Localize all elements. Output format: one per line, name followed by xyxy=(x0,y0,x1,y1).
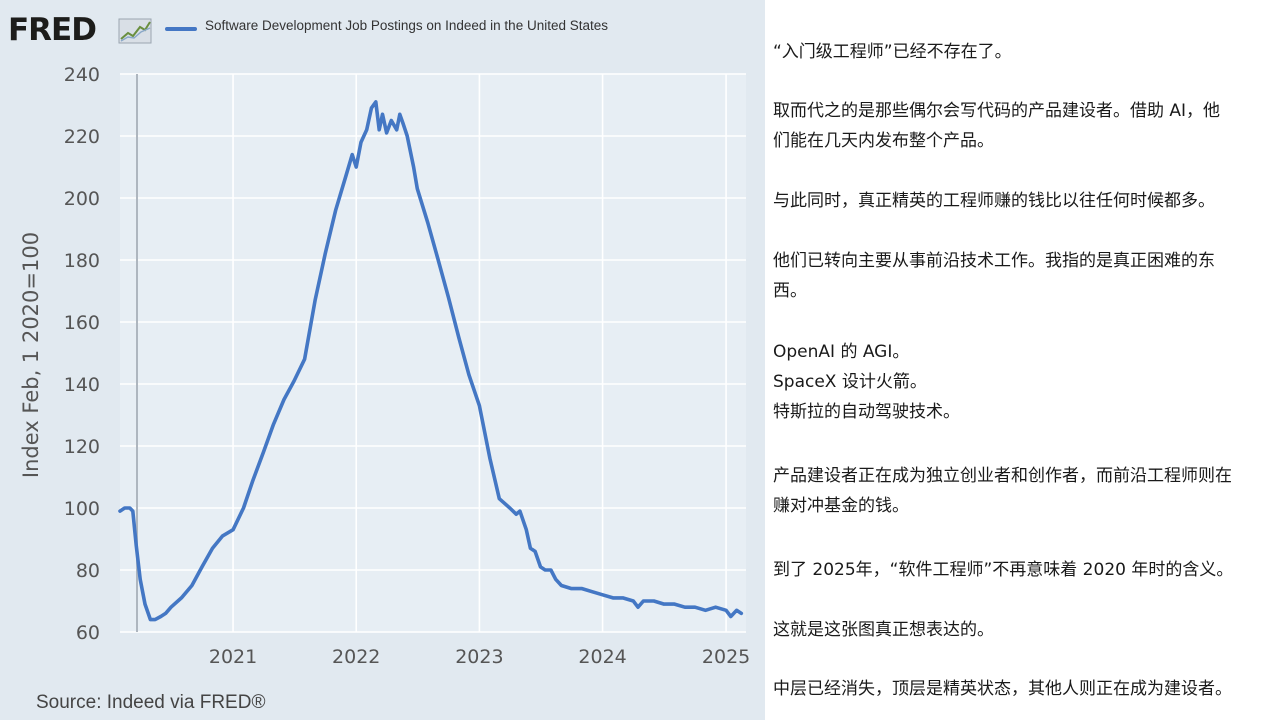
commentary-paragraph: 产品建设者正在成为独立创业者和创作者，而前沿工程师则在 赚对冲基金的钱。 xyxy=(773,461,1273,521)
commentary-paragraph: “入门级工程师”已经不存在了。 xyxy=(773,37,1273,67)
y-tick-label: 140 xyxy=(64,374,100,396)
commentary-line: SpaceX 设计火箭。 xyxy=(773,372,927,392)
commentary-paragraph: 到了 2025年，“软件工程师”不再意味着 2020 年时的含义。 xyxy=(773,555,1273,585)
fred-logo: FRED xyxy=(8,12,97,48)
commentary-paragraph: 与此同时，真正精英的工程师赚的钱比以往任何时候都多。 xyxy=(773,186,1273,216)
x-tick-label: 2022 xyxy=(332,646,380,668)
x-tick-label: 2023 xyxy=(455,646,503,668)
x-tick-label: 2024 xyxy=(578,646,626,668)
commentary-line: 赚对冲基金的钱。 xyxy=(773,496,909,516)
series xyxy=(118,100,744,622)
plot-area xyxy=(120,74,746,632)
y-tick-label: 200 xyxy=(64,188,100,210)
commentary-line: 中层已经消失，顶层是精英状态，其他人则正在成为建设者。 xyxy=(773,679,1232,699)
commentary-panel xyxy=(765,0,1280,720)
source-note: Source: Indeed via FRED® xyxy=(36,692,266,713)
y-tick-label: 120 xyxy=(64,436,100,458)
commentary-line: OpenAI 的 AGI。 xyxy=(773,342,910,362)
commentary-line: 西。 xyxy=(773,281,807,301)
commentary-paragraph: 这就是这张图真正想表达的。 xyxy=(773,615,1273,645)
y-tick-label: 100 xyxy=(64,498,100,520)
commentary-line: 与此同时，真正精英的工程师赚的钱比以往任何时候都多。 xyxy=(773,191,1215,211)
commentary-line: 取而代之的是那些偶尔会写代码的产品建设者。借助 AI，他 xyxy=(773,101,1221,121)
x-tick-label: 2021 xyxy=(209,646,257,668)
legend-label: Software Development Job Postings on Ind… xyxy=(205,18,608,33)
legend-swatch xyxy=(165,27,197,31)
y-tick-label: 220 xyxy=(64,126,100,148)
x-tick-labels: 2021 2022 2023 2024 2025 xyxy=(209,646,750,668)
commentary-line: 们能在几天内发布整个产品。 xyxy=(773,131,994,151)
y-axis-label: Index Feb, 1 2020=100 xyxy=(19,231,43,479)
series-line xyxy=(118,100,744,622)
commentary-line: “入门级工程师”已经不存在了。 xyxy=(773,42,1012,62)
x-tick-label: 2025 xyxy=(702,646,750,668)
y-tick-labels: 60 80 100 120 140 160 180 200 220 240 xyxy=(64,64,100,644)
commentary-line: 这就是这张图真正想表达的。 xyxy=(773,620,994,640)
commentary-line: 到了 2025年，“软件工程师”不再意味着 2020 年时的含义。 xyxy=(773,560,1234,580)
commentary-paragraph: 他们已转向主要从事前沿技术工作。我指的是真正困难的东 西。 xyxy=(773,246,1273,306)
y-tick-label: 180 xyxy=(64,250,100,272)
commentary-line: 他们已转向主要从事前沿技术工作。我指的是真正困难的东 xyxy=(773,251,1215,271)
commentary-paragraph: OpenAI 的 AGI。 SpaceX 设计火箭。特斯拉的自动驾驶技术。 xyxy=(773,337,1273,427)
commentary-paragraph: 中层已经消失，顶层是精英状态，其他人则正在成为建设者。 xyxy=(773,674,1273,704)
grid xyxy=(120,73,746,633)
y-tick-label: 60 xyxy=(76,622,100,644)
commentary-line: 特斯拉的自动驾驶技术。 xyxy=(773,402,960,422)
y-tick-label: 160 xyxy=(64,312,100,334)
fred-graph-icon xyxy=(118,18,152,44)
commentary-paragraph: 取而代之的是那些偶尔会写代码的产品建设者。借助 AI，他 们能在几天内发布整个产品… xyxy=(773,96,1273,156)
commentary-line: 产品建设者正在成为独立创业者和创作者，而前沿工程师则在 xyxy=(773,466,1232,486)
y-tick-label: 80 xyxy=(76,560,100,582)
y-tick-label: 240 xyxy=(64,64,100,86)
